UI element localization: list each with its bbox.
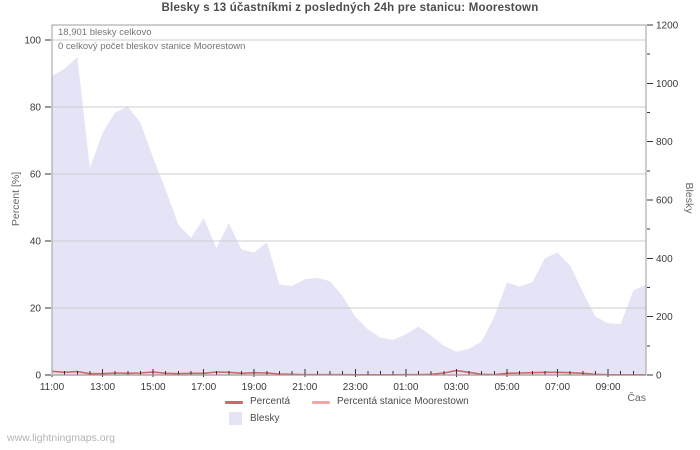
x-tick-label: 09:00 — [596, 382, 621, 393]
x-tick-label: 13:00 — [90, 382, 115, 393]
y-right-tick-label: 200 — [656, 312, 673, 323]
station-percent-line-swatch — [312, 401, 330, 404]
y-left-tick-label: 0 — [35, 371, 41, 382]
x-tick-label: 03:00 — [444, 382, 469, 393]
x-tick-label: 19:00 — [242, 382, 267, 393]
legend-label-strikes: Blesky — [250, 413, 280, 424]
x-tick-label: 05:00 — [494, 382, 519, 393]
strikes-area-swatch — [229, 412, 242, 425]
legend-label-station-percent: Percentá stanice Moorestown — [337, 396, 469, 407]
y-right-tick-label: 0 — [656, 371, 662, 382]
y-left-tick-label: 80 — [30, 103, 42, 114]
x-tick-label: 23:00 — [343, 382, 368, 393]
y-axis-left-label: Percent [%] — [10, 171, 22, 227]
x-tick-label: 17:00 — [191, 382, 216, 393]
chart-title: Blesky s 13 účastníkmi z posledných 24h … — [161, 2, 539, 14]
watermark-text: www.lightningmaps.org — [7, 432, 115, 444]
y-left-tick-label: 20 — [30, 304, 42, 315]
y-right-tick-label: 800 — [656, 137, 673, 148]
x-tick-label: 07:00 — [545, 382, 570, 393]
x-axis-label: Čas — [627, 392, 646, 404]
y-right-tick-label: 1000 — [656, 79, 679, 90]
strikes-area-series — [52, 57, 646, 375]
total-strikes-annotation: 18,901 blesky celkovo — [58, 27, 152, 38]
station-strikes-annotation: 0 celkový počet bleskov stanice Mooresto… — [58, 41, 246, 52]
y-left-tick-label: 40 — [30, 237, 42, 248]
x-tick-label: 01:00 — [393, 382, 418, 393]
y-right-tick-label: 1200 — [656, 21, 679, 32]
y-left-tick-label: 100 — [24, 36, 41, 47]
plot-border — [51, 24, 647, 376]
x-tick-label: 11:00 — [40, 382, 65, 393]
y-axis-right-label: Blesky — [683, 182, 695, 214]
x-tick-label: 15:00 — [141, 382, 166, 393]
percent-line-swatch — [225, 401, 243, 404]
x-tick-label: 21:00 — [292, 382, 317, 393]
y-right-tick-label: 400 — [656, 254, 673, 265]
y-right-tick-label: 600 — [656, 196, 673, 207]
legend-label-percent: Percentá — [250, 396, 291, 407]
y-left-tick-label: 60 — [30, 170, 42, 181]
